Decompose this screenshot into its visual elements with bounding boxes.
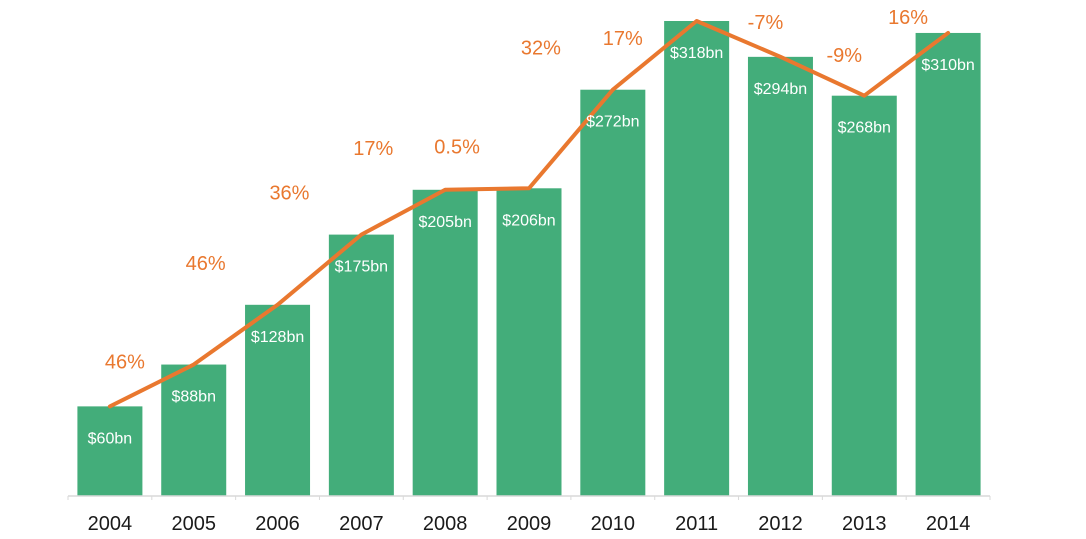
growth-label-2011: 17%: [603, 28, 643, 50]
value-label-2013: $268bn: [838, 120, 891, 137]
growth-line-group: [107, 19, 951, 409]
bars-group: [77, 21, 981, 497]
x-tick-label-2011: 2011: [675, 513, 718, 535]
growth-label-2014: 16%: [888, 7, 928, 29]
value-label-2011: $318bn: [670, 45, 723, 62]
value-label-2004: $60bn: [88, 430, 133, 447]
x-tick-label-2005: 2005: [171, 513, 216, 535]
bar-2009: [496, 188, 562, 496]
growth-label-2013: -9%: [826, 45, 862, 67]
x-tick-label-2014: 2014: [926, 513, 971, 535]
x-tick-label-2009: 2009: [507, 513, 552, 535]
bar-2008: [412, 189, 478, 496]
growth-label-2005: 46%: [105, 351, 145, 373]
value-label-2010: $272bn: [586, 114, 639, 131]
value-label-2008: $205bn: [418, 214, 471, 231]
x-tick-label-2008: 2008: [423, 513, 468, 535]
growth-label-2010: 32%: [521, 38, 561, 60]
bar-2011: [664, 21, 730, 496]
bar-2013: [831, 95, 897, 496]
bar-2007: [328, 234, 394, 496]
value-label-2006: $128bn: [251, 329, 304, 346]
growth-labels-group: 46% 46% 36% 17% 0.5% 32% 17% -7% -9% 16%: [105, 7, 928, 373]
bar-2004: [77, 406, 143, 496]
growth-line: [107, 19, 951, 409]
bar-2014: [915, 32, 981, 497]
x-tick-label-2010: 2010: [591, 513, 636, 535]
bar-2005: [161, 364, 227, 496]
x-tick-label-2007: 2007: [339, 513, 384, 535]
x-axis: [67, 495, 991, 500]
bar-2012: [747, 56, 813, 496]
x-tick-label-2006: 2006: [255, 513, 300, 535]
growth-label-2007: 36%: [269, 183, 309, 205]
value-label-2014: $310bn: [921, 57, 974, 74]
value-label-2012: $294bn: [754, 81, 807, 98]
value-label-2007: $175bn: [335, 259, 388, 276]
growth-label-2008: 17%: [353, 138, 393, 160]
year-labels-group: 2004 2005 2006 2007 2008 2009 2010 2011 2012 2013…: [88, 513, 971, 535]
x-tick-label-2013: 2013: [842, 513, 887, 535]
growth-label-2012: -7%: [748, 12, 784, 34]
bar-2006: [245, 304, 311, 496]
x-tick-label-2004: 2004: [88, 513, 133, 535]
growth-label-2006: 46%: [186, 253, 226, 275]
value-label-2009: $206bn: [502, 212, 555, 229]
x-tick-label-2012: 2012: [758, 513, 803, 535]
value-label-2005: $88bn: [171, 389, 216, 406]
value-labels-group: $60bn $88bn $128bn $175bn $205bn $206bn $272bn…: [88, 45, 975, 447]
bar-2010: [580, 89, 646, 496]
growth-label-2009: 0.5%: [434, 136, 480, 158]
